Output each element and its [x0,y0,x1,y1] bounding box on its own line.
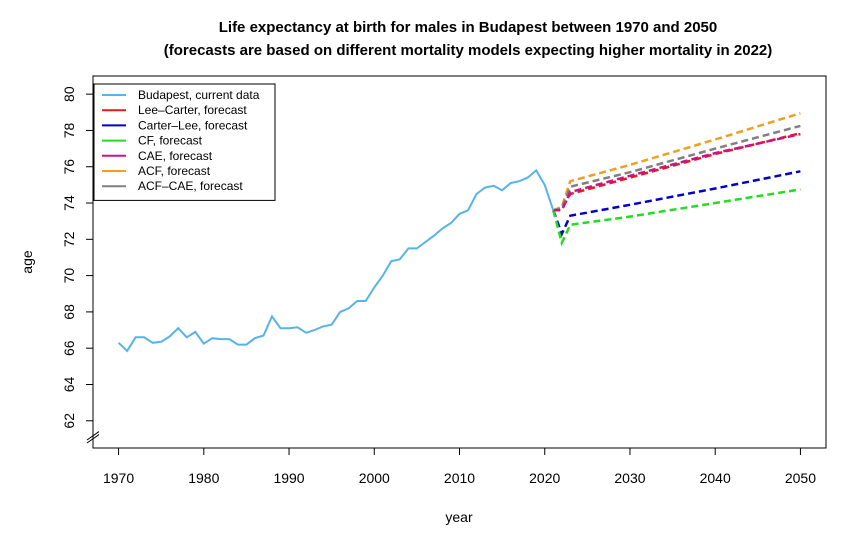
legend-box [93,83,276,201]
x-tick-label: 2040 [700,470,731,486]
legend-label: Budapest, current data [138,88,260,102]
axis-break-mark [86,431,100,444]
x-tick-label: 2020 [529,470,560,486]
y-axis-label: age [19,250,35,274]
x-tick-label: 1990 [273,470,304,486]
x-tick-label: 2030 [614,470,645,486]
legend-label: CF, forecast [138,134,203,148]
x-tick-label: 2000 [359,470,390,486]
y-tick-label: 74 [61,195,77,211]
y-tick-label: 64 [61,376,77,392]
legend-label: Lee–Carter, forecast [138,103,247,117]
series-line-4 [553,132,801,212]
x-tick-label: 2010 [444,470,475,486]
series-line-2 [552,170,801,238]
y-tick-label: 72 [61,231,77,247]
x-tick-label: 2050 [785,470,816,486]
chart-subtitle: (forecasts are based on different mortal… [164,42,773,59]
y-tick-label: 70 [61,268,77,284]
series-line-5 [552,112,801,212]
legend-label: CAE, forecast [138,149,213,163]
series-line-1 [553,131,801,212]
legend-label: ACF, forecast [138,164,211,178]
x-axis-label: year [445,509,473,525]
series-line-3 [552,188,801,247]
y-tick-label: 76 [61,159,77,175]
y-tick-label: 80 [61,86,77,102]
series-line-0 [117,168,555,353]
x-tick-label: 1980 [188,470,219,486]
chart-title: Life expectancy at birth for males in Bu… [219,19,718,36]
legend-label: Carter–Lee, forecast [138,118,248,132]
series-line-6 [553,124,801,212]
y-tick-label: 78 [61,122,77,138]
x-axis: 1970 1980 1990 2000 2010 2020 2030 2040 2050 [103,447,816,486]
y-tick-label: 68 [61,304,77,320]
y-axis: 62 64 66 68 70 72 74 76 78 80 [61,86,100,448]
y-tick-label: 66 [61,340,77,356]
x-tick-label: 1970 [103,470,134,486]
legend-label: ACF–CAE, forecast [138,179,243,193]
series-layer [117,112,801,353]
y-tick-label: 62 [61,413,77,429]
